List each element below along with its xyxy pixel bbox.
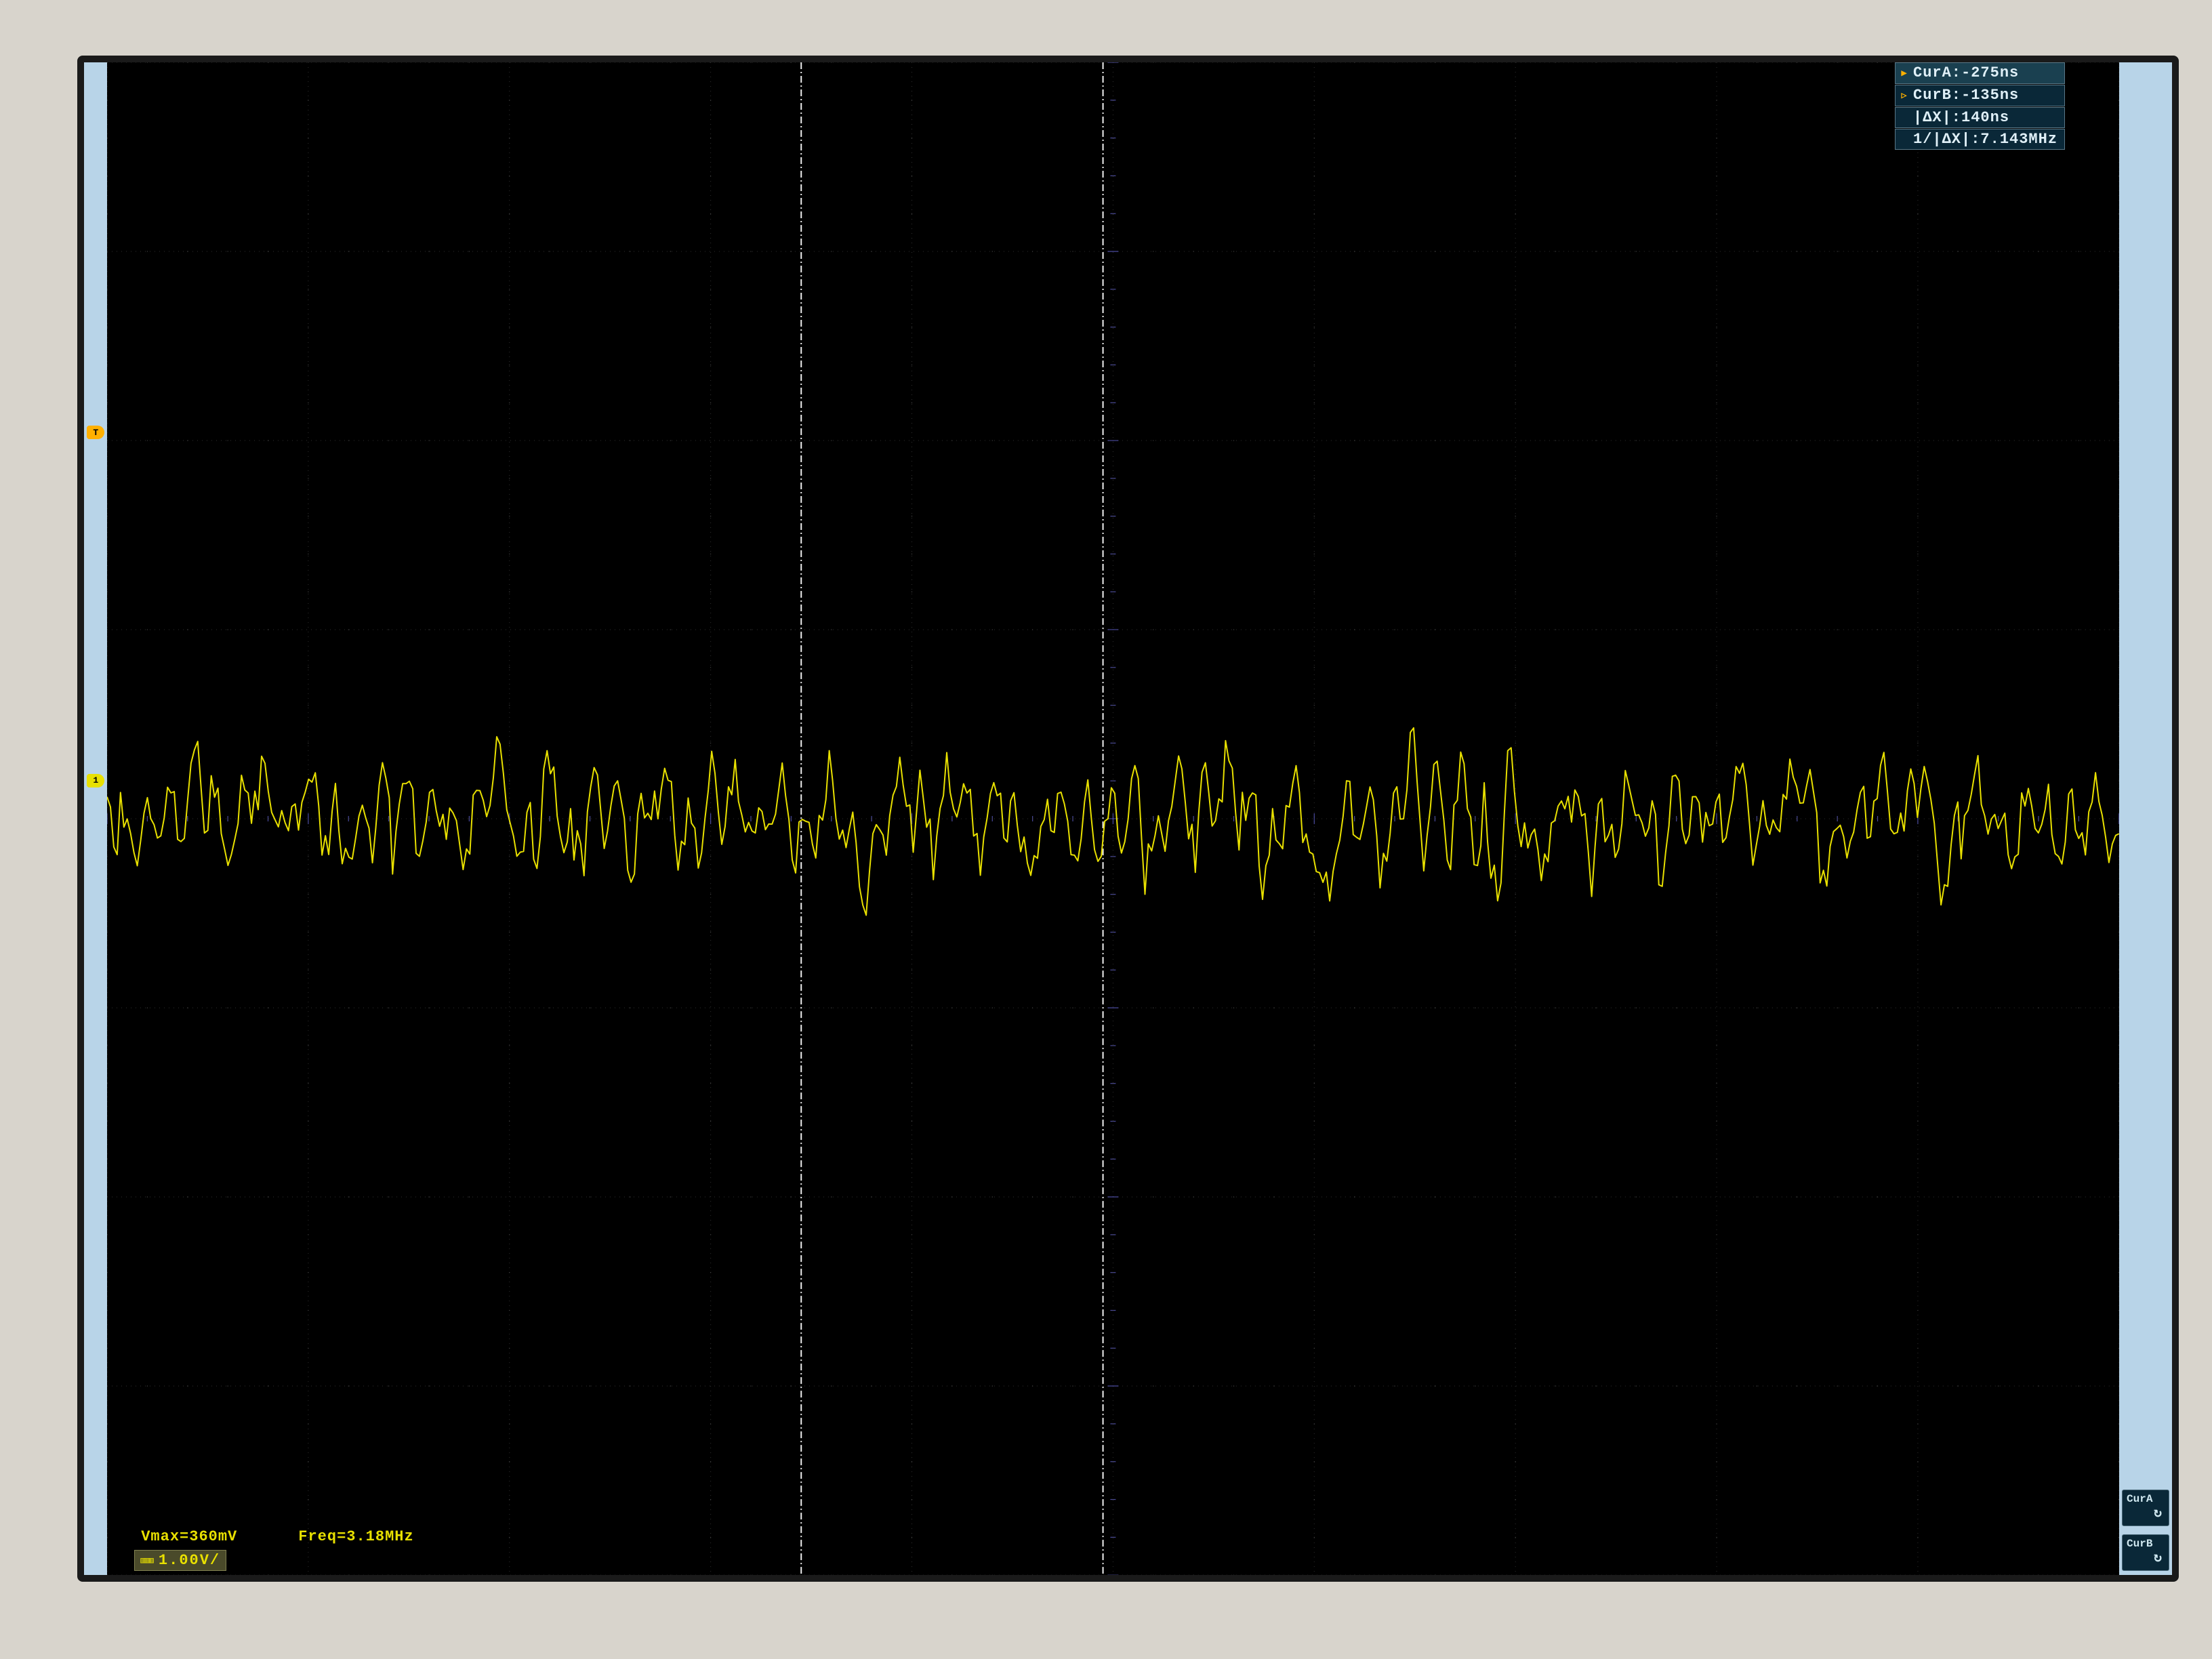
cursor-readout-row-1: ▹CurB:-135ns [1895,85,2065,106]
softkey-spacer [2119,62,2172,1486]
channel-1-marker[interactable]: 1 [87,774,104,787]
device-bezel: T 1 ▸CurA:-275ns▹CurB:-135ns|ΔX|:140ns1/… [0,0,2212,1659]
oscilloscope-screen: T 1 ▸CurA:-275ns▹CurB:-135ns|ΔX|:140ns1/… [84,62,2172,1575]
cursor-readout-row-3: 1/|ΔX|:7.143MHz [1895,129,2065,150]
cursor-readout-row-2: |ΔX|:140ns [1895,107,2065,128]
freq-label: Freq= [298,1528,346,1545]
trigger-marker-label: T [93,428,98,438]
vmax-readout: Vmax=360mV [141,1528,237,1545]
cursor-row-value: -135ns [1961,87,2019,104]
vmax-label: Vmax= [141,1528,189,1545]
coupling-icon: ▥▥▥ [140,1555,153,1565]
screen-frame: T 1 ▸CurA:-275ns▹CurB:-135ns|ΔX|:140ns1/… [77,56,2179,1582]
cursor-a-softkey[interactable]: CurA ↻ [2122,1490,2169,1526]
knob-icon: ↻ [2154,1504,2162,1521]
cursor-row-icon: ▹ [1900,87,1910,104]
cursor-row-value: -275ns [1961,64,2019,81]
cursor-row-icon: ▸ [1900,64,1910,82]
cursor-row-label: |ΔX|: [1913,109,1961,126]
knob-icon: ↻ [2154,1549,2162,1566]
cursor-readout-row-0: ▸CurA:-275ns [1895,62,2065,84]
waveform-plot-area: ▸CurA:-275ns▹CurB:-135ns|ΔX|:140ns1/|ΔX|… [107,62,2119,1575]
cursor-row-value: 7.143MHz [1980,131,2057,148]
cursor-row-label: 1/|ΔX|: [1913,131,1980,148]
channel-scale-text: 1.00V/ [159,1552,220,1569]
freq-readout: Freq=3.18MHz [298,1528,413,1545]
left-marker-strip: T 1 [84,62,107,1575]
waveform-svg [107,62,2119,1575]
measurement-readouts: Vmax=360mV Freq=3.18MHz [141,1528,413,1545]
cursor-row-label: CurB: [1913,87,1961,104]
trigger-level-marker[interactable]: T [87,426,104,439]
channel-marker-label: 1 [93,775,98,785]
vmax-value: 360mV [189,1528,237,1545]
cursor-b-softkey[interactable]: CurB ↻ [2122,1534,2169,1571]
cursor-row-label: CurA: [1913,64,1961,81]
channel-scale-badge: ▥▥▥ 1.00V/ [134,1550,226,1571]
right-softkey-strip: CurA ↻ CurB ↻ [2119,62,2172,1575]
cursor-b-softkey-label: CurB [2127,1538,2152,1550]
cursor-a-softkey-label: CurA [2127,1493,2152,1505]
freq-value: 3.18MHz [346,1528,413,1545]
cursor-row-value: 140ns [1961,109,2009,126]
cursor-readout-panel: ▸CurA:-275ns▹CurB:-135ns|ΔX|:140ns1/|ΔX|… [1895,62,2065,150]
